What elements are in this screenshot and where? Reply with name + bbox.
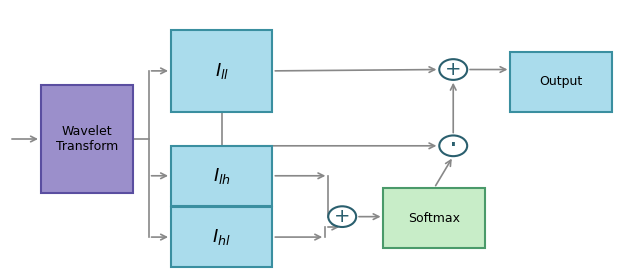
FancyBboxPatch shape (41, 85, 133, 193)
Text: Softmax: Softmax (408, 212, 460, 225)
FancyBboxPatch shape (510, 52, 612, 112)
Ellipse shape (439, 135, 467, 156)
Text: ·: · (449, 132, 458, 160)
Text: Wavelet
Transform: Wavelet Transform (56, 125, 118, 153)
FancyBboxPatch shape (383, 188, 485, 248)
FancyBboxPatch shape (171, 146, 273, 206)
Text: $I_{ll}$: $I_{ll}$ (214, 61, 228, 81)
Ellipse shape (328, 206, 356, 227)
FancyBboxPatch shape (171, 30, 273, 112)
Text: $I_{hl}$: $I_{hl}$ (212, 227, 231, 247)
FancyBboxPatch shape (171, 207, 273, 267)
Text: +: + (334, 207, 351, 226)
Text: +: + (445, 60, 461, 79)
Text: Output: Output (540, 75, 582, 88)
Ellipse shape (439, 59, 467, 80)
Text: $I_{lh}$: $I_{lh}$ (212, 166, 230, 186)
